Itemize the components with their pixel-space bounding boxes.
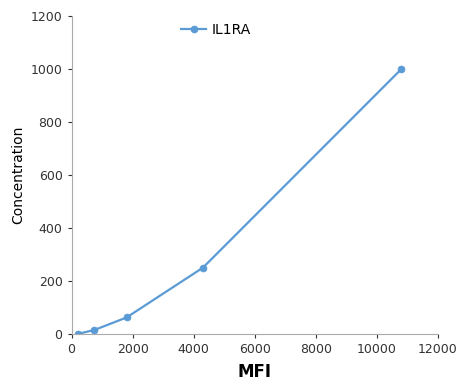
IL1RA bbox=[124, 315, 129, 320]
Legend: IL1RA: IL1RA bbox=[181, 23, 251, 37]
IL1RA bbox=[200, 265, 206, 270]
IL1RA bbox=[75, 332, 81, 336]
Y-axis label: Concentration: Concentration bbox=[11, 126, 25, 224]
IL1RA bbox=[91, 328, 97, 332]
X-axis label: MFI: MFI bbox=[238, 363, 272, 381]
Line: IL1RA: IL1RA bbox=[74, 65, 405, 338]
IL1RA bbox=[399, 67, 404, 71]
